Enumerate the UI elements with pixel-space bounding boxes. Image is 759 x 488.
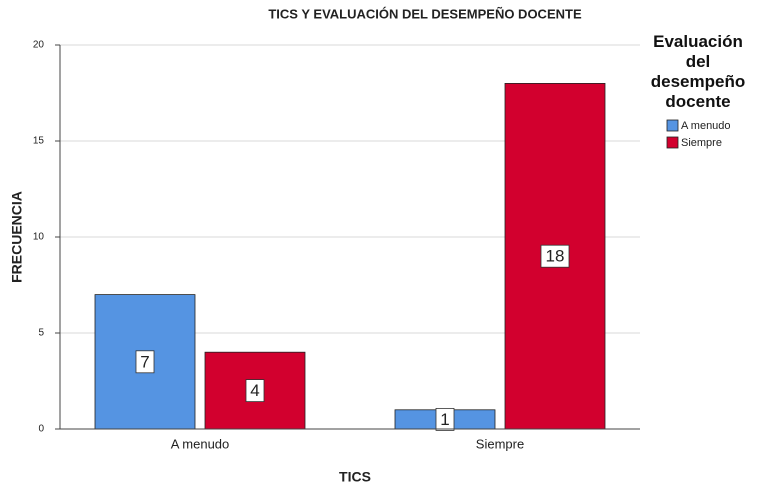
legend-swatch (666, 119, 679, 132)
y-tick-label: 10 (33, 232, 45, 243)
data-label-box (245, 379, 265, 403)
y-tick-label: 15 (33, 136, 45, 147)
x-axis-label: TICS (339, 469, 371, 485)
legend-label: A menudo (681, 120, 731, 132)
y-tick-label: 5 (38, 328, 44, 339)
data-label-box (540, 244, 570, 268)
data-label-box (135, 350, 155, 374)
data-label: 1 (440, 410, 449, 429)
chart-title: TICS Y EVALUACIÓN DEL DESEMPEÑO DOCENTE (268, 6, 582, 21)
legend-swatch (666, 136, 679, 149)
x-tick-label: A menudo (171, 436, 230, 451)
y-tick-label: 0 (38, 424, 44, 435)
data-label-box (435, 407, 455, 431)
legend-label: Siempre (681, 137, 722, 149)
y-axis-label: FRECUENCIA (9, 191, 25, 283)
x-tick-label: Siempre (476, 436, 524, 451)
y-tick-label: 20 (33, 40, 45, 51)
data-label: 18 (546, 247, 565, 266)
data-label: 4 (250, 381, 259, 400)
legend-title: Evaluación del desempeño docente (650, 32, 746, 111)
data-label: 7 (140, 352, 149, 371)
